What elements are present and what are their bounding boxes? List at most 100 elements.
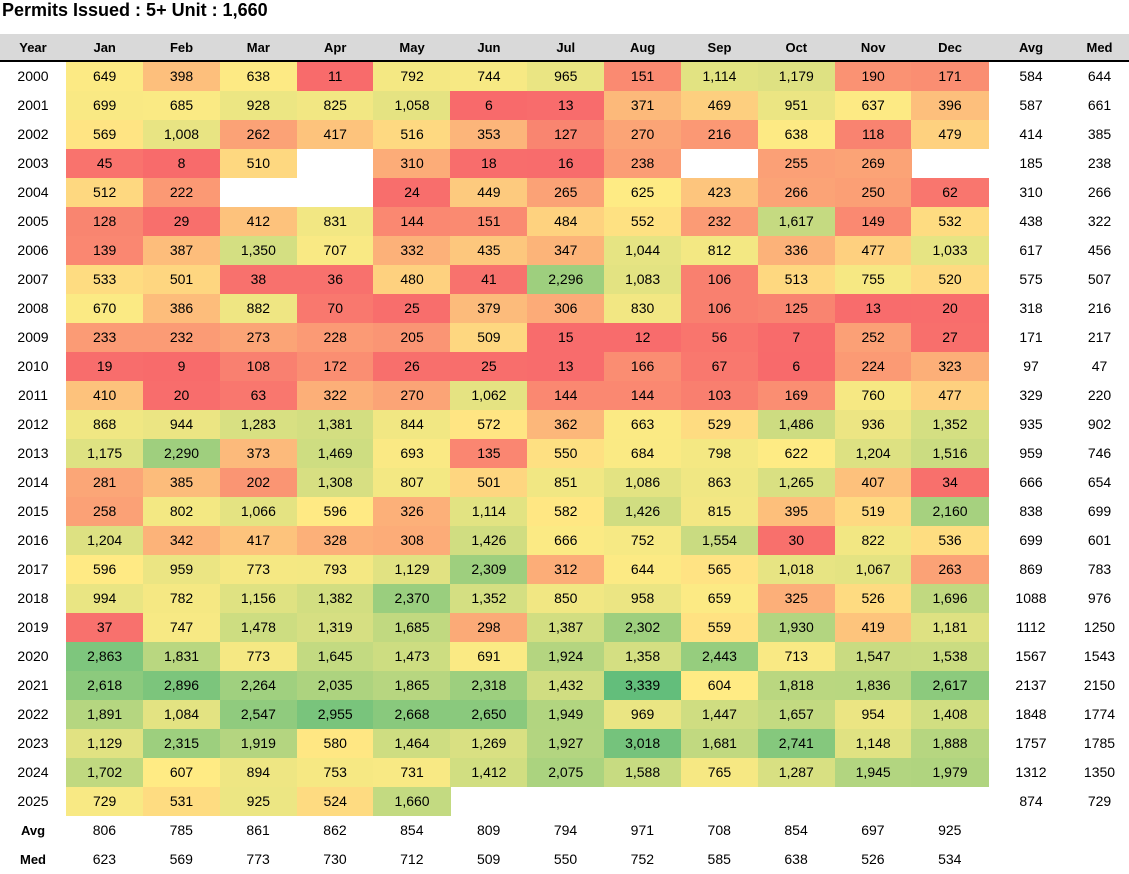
heatmap-cell: 16: [527, 149, 605, 178]
heatmap-cell: 407: [834, 468, 912, 497]
heatmap-cell: 520: [911, 265, 989, 294]
heatmap-cell: 1,265: [757, 468, 835, 497]
heatmap-cell: 37: [66, 613, 144, 642]
heatmap-cell: 34: [911, 468, 989, 497]
heatmap-cell: 744: [450, 62, 528, 91]
row-year-label: 2005: [17, 213, 49, 229]
heatmap-cell: 1,464: [373, 729, 451, 758]
heatmap-cell: 802: [142, 497, 221, 526]
column-header-med: Med: [1070, 34, 1129, 62]
row-med-value: 507: [1087, 271, 1112, 287]
heatmap-cell: 2,035: [296, 671, 374, 700]
heatmap-cell: 1,660: [373, 787, 451, 816]
heatmap-cell: 644: [603, 555, 682, 584]
heatmap-cell: 1,949: [527, 700, 605, 729]
heatmap-cell: 944: [142, 410, 221, 439]
heatmap-cell: 1,617: [757, 207, 835, 236]
heatmap-cell: 965: [527, 62, 605, 91]
heatmap-cell: 56: [680, 323, 759, 352]
row-med-value: 661: [1087, 97, 1112, 113]
heatmap-cell: 2,075: [527, 758, 605, 787]
heatmap-cell: 532: [911, 207, 989, 236]
column-med-value: 526: [861, 851, 885, 867]
heatmap-cell: 1,086: [603, 468, 682, 497]
row-avg-value: 874: [1019, 793, 1043, 809]
heatmap-cell: 844: [373, 410, 451, 439]
heatmap-cell: 531: [142, 787, 221, 816]
heatmap-cell: 265: [527, 178, 605, 207]
heatmap-cell: 118: [834, 120, 912, 149]
heatmap-cell: 128: [66, 207, 144, 236]
heatmap-cell: 2,617: [911, 671, 989, 700]
heatmap-cell: 1,204: [834, 439, 912, 468]
heatmap-cell: 513: [757, 265, 835, 294]
heatmap-cell: 1,426: [450, 526, 528, 555]
row-avg-value: 666: [1019, 474, 1043, 490]
heatmap-cell: 509: [450, 323, 528, 352]
row-med-value: 654: [1087, 474, 1112, 490]
heatmap-cell: 410: [66, 381, 144, 410]
heatmap-cell: 807: [373, 468, 451, 497]
heatmap-cell: 3,018: [603, 729, 682, 758]
row-year-label: 2010: [17, 358, 49, 374]
row-med-value: 699: [1087, 503, 1112, 519]
heatmap-cell: 2,315: [142, 729, 221, 758]
heatmap-cell: 216: [680, 120, 759, 149]
heatmap-cell: 139: [66, 236, 144, 265]
heatmap-cell: 387: [142, 236, 221, 265]
heatmap-cell: 232: [680, 207, 759, 236]
heatmap-cell: 951: [757, 91, 835, 120]
row-med-value: 1774: [1083, 706, 1116, 722]
page-title: Permits Issued : 5+ Unit : 1,660: [2, 0, 268, 20]
heatmap-cell: 252: [834, 323, 912, 352]
heatmap-cell: 850: [527, 584, 605, 613]
row-year-label: 2024: [17, 764, 49, 780]
heatmap-cell: 959: [142, 555, 221, 584]
row-avg-value: 97: [1023, 358, 1039, 374]
heatmap-cell: 63: [219, 381, 298, 410]
heatmap-cell: 395: [757, 497, 835, 526]
heatmap-cell: 2,547: [219, 700, 298, 729]
column-avg-value: 854: [400, 822, 424, 838]
heatmap-cell: 637: [834, 91, 912, 120]
row-med-value: 1350: [1083, 764, 1116, 780]
heatmap-cell: 501: [450, 468, 528, 497]
heatmap-cell: 19: [66, 352, 144, 381]
column-med-value: 569: [169, 851, 193, 867]
heatmap-cell: 1,129: [66, 729, 144, 758]
heatmap-cell: 529: [680, 410, 759, 439]
heatmap-cell: 151: [603, 62, 682, 91]
heatmap-cell: 205: [373, 323, 451, 352]
heatmap-cell: 1,588: [603, 758, 682, 787]
heatmap-cell: 510: [219, 149, 298, 178]
heatmap-cell: 2,955: [296, 700, 374, 729]
heatmap-cell: 30: [757, 526, 835, 555]
heatmap-cell: 1,538: [911, 642, 989, 671]
row-year-label: 2004: [17, 184, 49, 200]
heatmap-cell: 1,018: [757, 555, 835, 584]
column-header-sep: Sep: [680, 34, 759, 62]
heatmap-cell: 328: [296, 526, 374, 555]
heatmap-cell: 336: [757, 236, 835, 265]
column-avg-value: 862: [323, 822, 347, 838]
column-header-avg: Avg: [992, 34, 1070, 62]
heatmap-cell: 45: [66, 149, 144, 178]
heatmap-cell: 385: [142, 468, 221, 497]
row-year-label: 2012: [17, 416, 49, 432]
heatmap-cell: 263: [911, 555, 989, 584]
heatmap-cell: 144: [527, 381, 605, 410]
row-med-value: 729: [1087, 793, 1112, 809]
heatmap-cell: 1,058: [373, 91, 451, 120]
heatmap-cell: 18: [450, 149, 528, 178]
heatmap-cell: 2,264: [219, 671, 298, 700]
heatmap-cell: 699: [66, 91, 144, 120]
heatmap-cell: 258: [66, 497, 144, 526]
heatmap-cell: 666: [527, 526, 605, 555]
row-avg-value: 2137: [1015, 677, 1047, 693]
row-year-label: 2001: [17, 97, 49, 113]
heatmap-cell: 519: [834, 497, 912, 526]
heatmap-cell: 373: [219, 439, 298, 468]
heatmap-cell: 1,831: [142, 642, 221, 671]
heatmap-cell: 6: [757, 352, 835, 381]
row-med-value: 266: [1087, 184, 1112, 200]
